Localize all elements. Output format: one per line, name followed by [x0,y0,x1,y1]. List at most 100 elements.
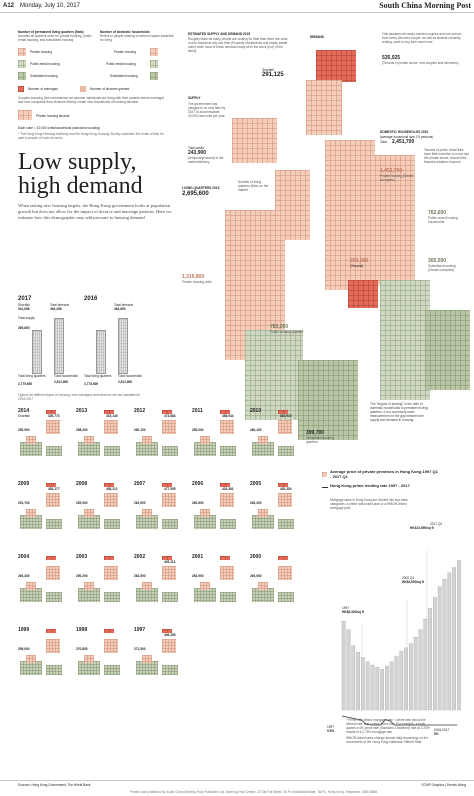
price-bar [447,572,452,711]
price-bar [404,647,408,711]
demand-base [104,446,120,456]
public-units-label: Public housing quarters [270,330,304,334]
supply-top [258,509,268,517]
year-2017-quarters: 2,775,600 [18,382,33,386]
figure-note: Figures for different types of housing, … [18,393,141,401]
subsidised-cube [18,72,26,80]
demand-base [220,519,236,529]
marriage-stack [278,410,288,414]
subsidised-owner-label: Subsidised housing (Owner-occupiers) [428,264,456,272]
marriage-stack [220,556,230,560]
year-cell-2013: 2013 315,145 258,400 [76,408,130,477]
rate-start: 9.5% [327,729,335,733]
public-households-label: Public rental housing households [428,216,458,224]
year-cell-2002: 2002 405,113 262,500 [134,554,188,623]
public-rental-cube [18,60,26,68]
supply-stack [194,515,216,529]
tenants-cube [18,110,32,120]
year-label: 1999 [18,627,30,633]
private-households-label: Private housing (Owner-occupiers) [380,174,415,182]
rate-chart-title: Hong Kong prime lending rate 1997 - 2017 [330,483,410,488]
year-cell-2014: 2014 Shortfall 326,773 250,900 [18,408,72,477]
year-supply-value: 270,800 [76,647,88,651]
year-2017-shortfall-label: Shortfall [18,303,30,307]
supply-top [84,582,94,590]
supply-stack [136,515,158,529]
supply-stack [194,588,216,602]
subsidised-households-value: 393,000 [350,258,369,264]
year-2016-quarters: 2,775,600 [84,382,99,386]
demand-base [162,519,178,529]
tenant-stack [220,493,234,507]
legend-couples-note: Couples marrying (the convenience we ass… [18,96,165,104]
marriage-stack [104,629,114,633]
supply-stack [20,588,42,602]
tower-2017-a [32,330,42,374]
year-label: 2007 [134,481,146,487]
supply-top [84,509,94,517]
year-cell-2007: 2007 477,555 262,900 [134,481,188,550]
year-supply-value: 260,100 [250,428,262,432]
legend-col1-title: Number of permanent living quarters (fla… [18,30,84,34]
year-2017-supply: 265,890 [18,326,30,330]
year-demand-value: 326,773 [48,414,60,418]
year-label: 2014 [18,408,30,414]
year-2017-demand-label: Total demand [50,303,70,307]
footnote-2: HIBOR-linked rates change almost daily d… [346,736,429,744]
year-label: 2008 [76,481,88,487]
rate-line [341,715,458,726]
headline-line2: high demand [18,173,143,199]
supply-cube-stack [232,118,277,163]
supply-top [142,655,152,663]
year-cell-2005: 2005 420,253 262,200 [250,481,304,550]
year-supply-value: 250,000 [192,428,204,432]
legend-tenants: Private housing tenants [36,114,70,118]
year-cell-2008: 2008 438,212 252,900 [76,481,130,550]
year-2016-demand: 464,800 [114,307,126,311]
year-2016-quarters-label: Total living quarters [84,374,112,378]
rate-start-year: 1997 [327,725,335,729]
headline: Low supply, high demand [18,150,143,198]
legend-private2: Private housing [114,50,136,54]
marriage-stack [104,556,114,560]
page-number: A12 [3,3,15,9]
peak-label: 2017 Q1 [430,522,443,526]
supply-stack [20,515,42,529]
households-title: DOMESTIC HOUSEHOLDS 2015 [380,130,429,134]
year-demand-value: 315,145 [106,414,118,418]
year-cell-2011: 2011 458,944 250,000 [192,408,246,477]
year-cell-1997: 1997 406,285 271,500 [134,627,188,696]
supply-stack [252,515,274,529]
supply-demand-text: Roughly twice as many people are looking… [188,37,288,53]
year-supply-value: 262,200 [250,501,262,505]
sources: Sources: Hong Kong Government, The World… [18,783,91,787]
marriage-icon [18,86,24,92]
year-cell-2009: 2009 453,177 251,700 [18,481,72,550]
year-cell-2004: 2004 264,300 [18,554,72,623]
total-public-value: 243,900 [188,150,207,156]
year-supply-value: 252,900 [76,501,88,505]
supply-top [142,436,152,444]
year-supply-value: 264,000 [250,574,262,578]
page-footer: Sources: Hong Kong Government, The World… [0,780,474,796]
supply-title: SUPPLY [188,96,201,100]
public-household-cube [150,60,158,68]
supply-top [200,436,210,444]
year-cell-1998: 1998 270,800 [76,627,130,696]
marriage-stack [162,556,172,560]
supply-top [84,436,94,444]
marriage-stack [220,483,230,487]
legend-source-note: * The Hong Kong Housing Authority and th… [18,132,164,140]
legend-public2: Public rental housing [106,62,136,66]
marriage-stack [46,556,56,560]
private-household-cube [150,48,158,56]
tenant-stack [104,493,118,507]
supply-stack [136,588,158,602]
year-shortfall-label: Shortfall [18,414,30,418]
demand-base [162,592,178,602]
price-bar [433,597,437,711]
supply-stack [78,515,100,529]
subsidised-owner-value: 365,500 [428,258,447,264]
tenant-stack [46,493,60,507]
demand-base [278,519,294,529]
